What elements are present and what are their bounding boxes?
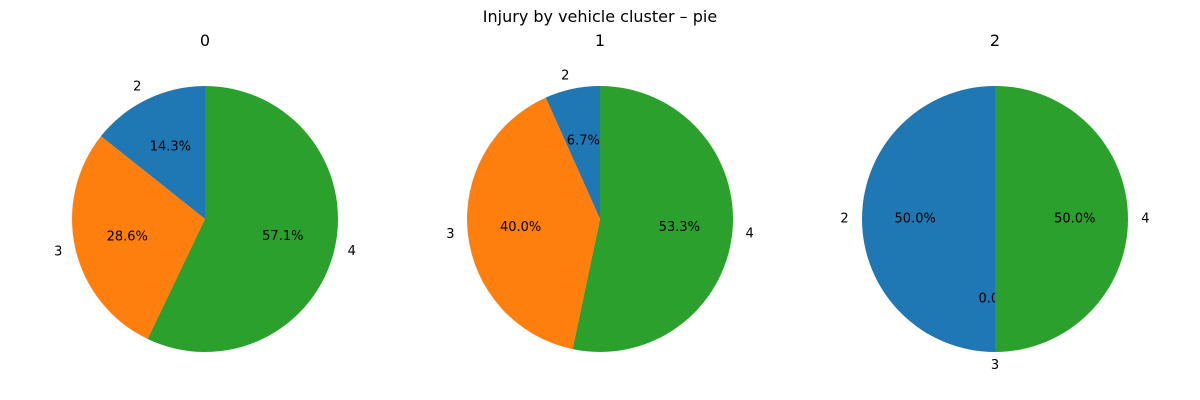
pie-slice-2 xyxy=(100,86,205,219)
slice-label: 4 xyxy=(1141,212,1149,227)
pie-charts: 0 14.3% 2 28.6% 3 57.1% 4 1 6.7% 2 40.0% 3 53.3% 4 2 50… xyxy=(54,31,1149,373)
pie-slice-4 xyxy=(995,86,1128,352)
slice-label: 3 xyxy=(991,358,999,373)
pie-slice-4 xyxy=(572,86,734,352)
pie-0: 0 14.3% 2 28.6% 3 57.1% 4 xyxy=(54,31,356,352)
pie-slice-4 xyxy=(147,86,338,352)
pct-label: 50.0% xyxy=(895,212,936,227)
pct-label: 57.1% xyxy=(262,229,303,244)
pct-label: 53.3% xyxy=(659,220,700,235)
pie-slice-2 xyxy=(862,86,995,352)
pct-label: 28.6% xyxy=(107,229,148,244)
slice-label: 2 xyxy=(840,212,848,227)
pie-title: 1 xyxy=(595,31,605,50)
pie-slice-3 xyxy=(71,136,205,339)
pie-slice-2 xyxy=(545,86,600,219)
slice-label: 3 xyxy=(54,244,62,259)
slice-label: 3 xyxy=(446,227,454,242)
pct-label: 14.3% xyxy=(150,140,191,155)
pct-label: 50.0% xyxy=(1054,212,1095,227)
pct-label: 6.7% xyxy=(567,133,600,148)
slice-label: 4 xyxy=(746,227,754,242)
pie-title: 2 xyxy=(990,31,1000,50)
slice-label: 4 xyxy=(348,244,356,259)
slice-label: 2 xyxy=(133,80,141,95)
pie-2: 250.0%20.0%350.0%4 xyxy=(840,31,1149,373)
pct-label: 40.0% xyxy=(500,220,541,235)
pie-title: 0 xyxy=(200,31,210,50)
pie-slice-3 xyxy=(467,97,600,350)
figure-title: Injury by vehicle cluster – pie xyxy=(483,7,717,26)
pie-1: 1 6.7% 2 40.0% 3 53.3% 4 xyxy=(446,31,754,352)
slice-label: 2 xyxy=(561,68,569,83)
